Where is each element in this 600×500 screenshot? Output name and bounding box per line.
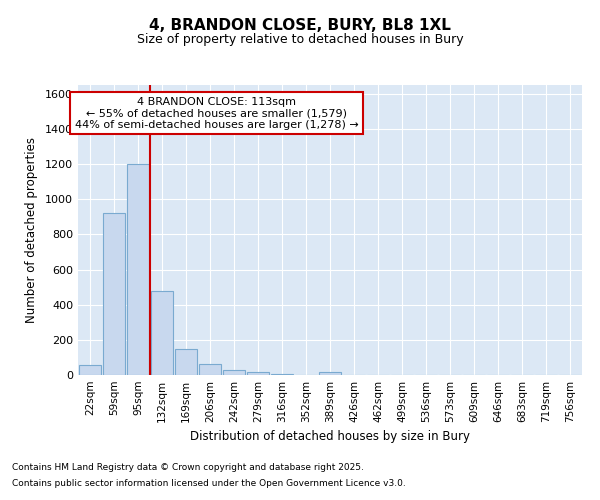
Text: Size of property relative to detached houses in Bury: Size of property relative to detached ho… xyxy=(137,32,463,46)
Text: Contains public sector information licensed under the Open Government Licence v3: Contains public sector information licen… xyxy=(12,478,406,488)
Bar xyxy=(127,164,149,375)
Text: 4, BRANDON CLOSE, BURY, BL8 1XL: 4, BRANDON CLOSE, BURY, BL8 1XL xyxy=(149,18,451,32)
Bar xyxy=(175,348,197,375)
Bar xyxy=(223,370,245,375)
Bar xyxy=(199,364,221,375)
Bar xyxy=(151,290,173,375)
Y-axis label: Number of detached properties: Number of detached properties xyxy=(25,137,38,323)
Bar xyxy=(271,374,293,375)
Text: 4 BRANDON CLOSE: 113sqm
← 55% of detached houses are smaller (1,579)
44% of semi: 4 BRANDON CLOSE: 113sqm ← 55% of detache… xyxy=(75,96,358,130)
Bar xyxy=(103,214,125,375)
Text: Contains HM Land Registry data © Crown copyright and database right 2025.: Contains HM Land Registry data © Crown c… xyxy=(12,464,364,472)
Bar xyxy=(319,372,341,375)
X-axis label: Distribution of detached houses by size in Bury: Distribution of detached houses by size … xyxy=(190,430,470,444)
Bar xyxy=(247,372,269,375)
Bar xyxy=(79,366,101,375)
